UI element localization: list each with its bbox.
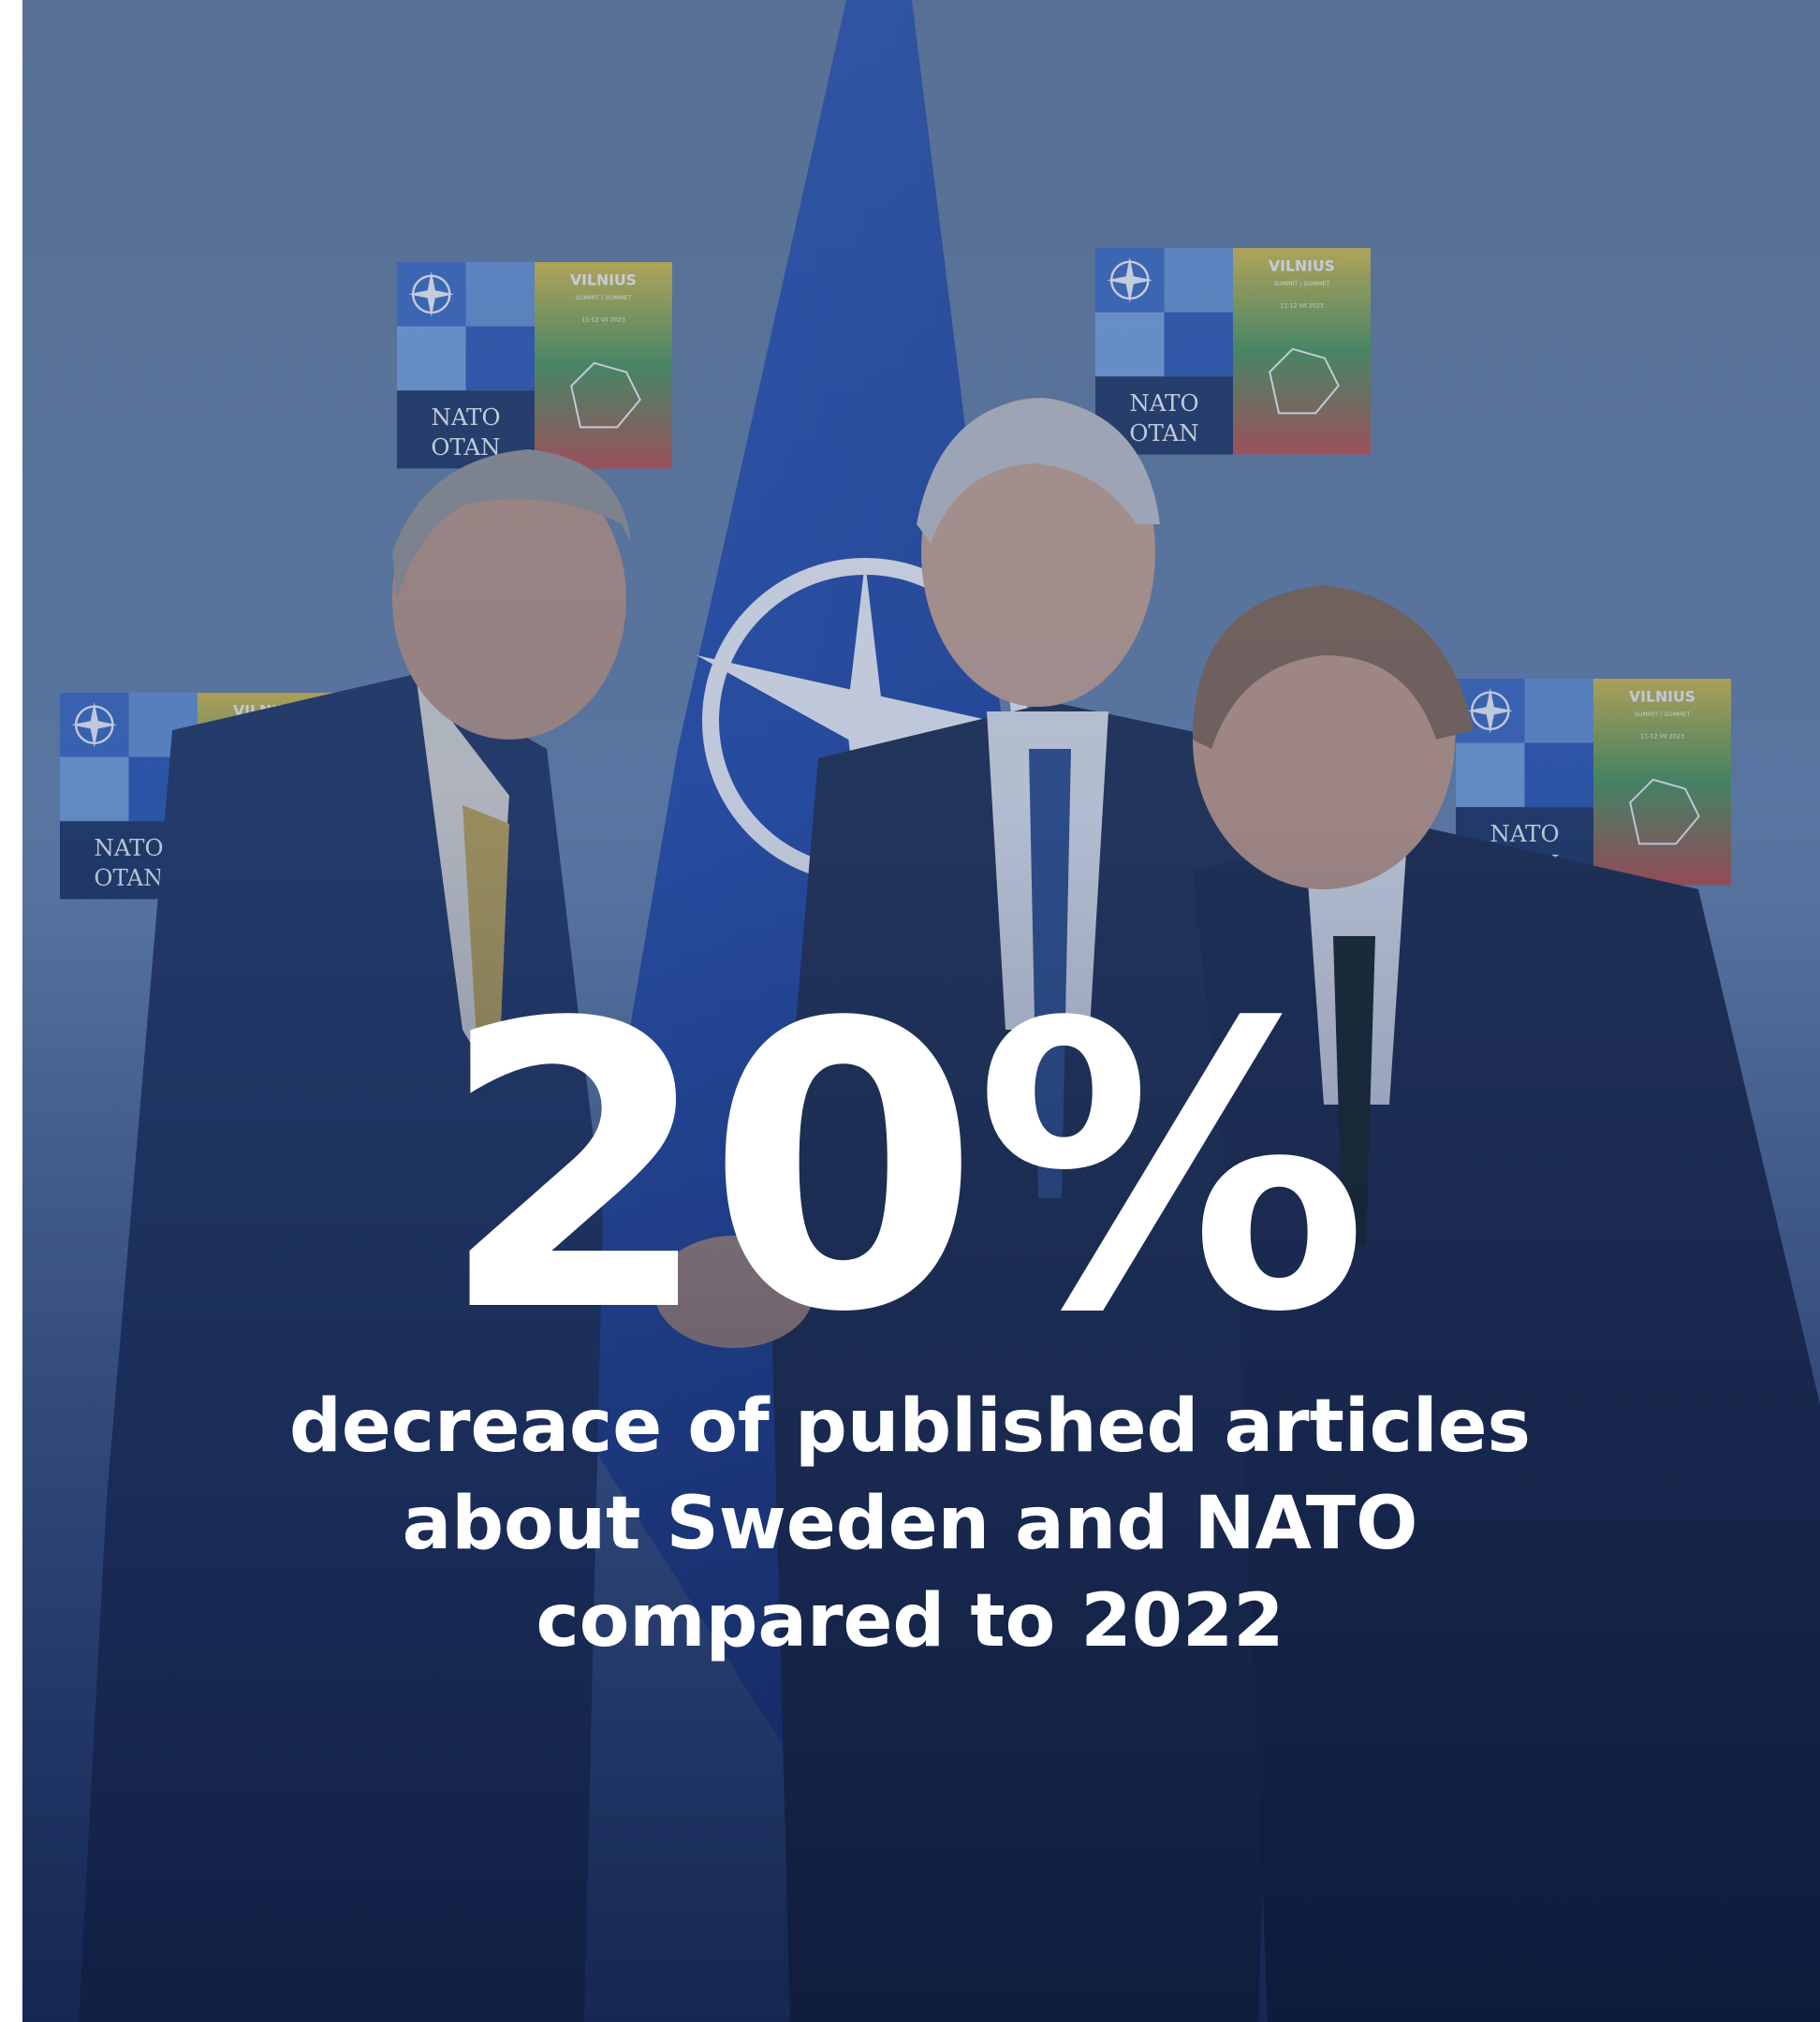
stat-caption: decreace of published articles about Swe… bbox=[0, 1378, 1820, 1670]
stat-caption-line-3: compared to 2022 bbox=[536, 1579, 1284, 1663]
stat-value: 20% bbox=[438, 941, 1368, 1399]
stat-caption-line-1: decreace of published articles bbox=[289, 1385, 1531, 1469]
nato-summit-photo: NATO OTAN VILNIUS SUMMIT | SOMMET 11-12 … bbox=[22, 0, 1820, 2022]
statistic-block: 20% decreace of published articles about… bbox=[0, 974, 1820, 1670]
photo-tint-overlay bbox=[22, 0, 1820, 2022]
stat-caption-line-2: about Sweden and NATO bbox=[402, 1482, 1418, 1566]
